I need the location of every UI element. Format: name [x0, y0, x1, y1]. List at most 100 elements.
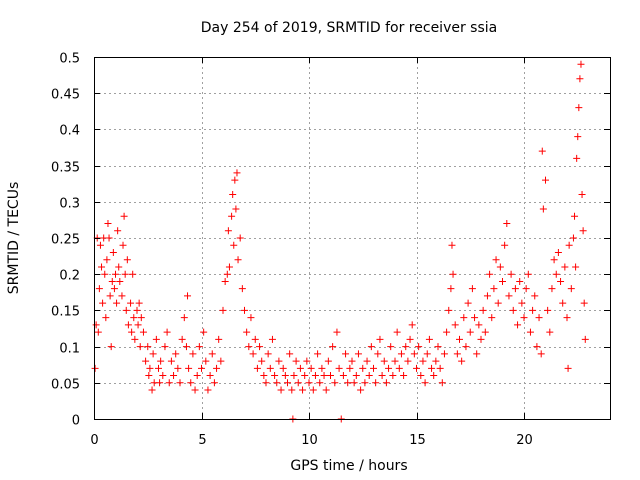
data-point — [243, 328, 251, 336]
data-point — [488, 314, 496, 322]
data-point — [119, 241, 127, 249]
data-point — [91, 364, 99, 372]
data-point — [146, 364, 154, 372]
data-point — [121, 270, 129, 278]
data-point — [376, 335, 384, 343]
data-point — [229, 191, 237, 199]
data-point — [266, 364, 274, 372]
data-point — [195, 343, 203, 351]
data-point — [170, 372, 178, 380]
data-point — [509, 306, 517, 314]
data-point — [95, 285, 103, 293]
data-point — [182, 343, 190, 351]
data-point — [581, 335, 589, 343]
data-point — [569, 234, 577, 242]
data-point — [130, 314, 138, 322]
data-point — [503, 220, 511, 228]
x-axis-title: GPS time / hours — [290, 458, 407, 474]
data-point — [114, 227, 122, 235]
data-point — [191, 386, 199, 394]
data-point — [271, 372, 279, 380]
data-point — [471, 314, 479, 322]
data-point — [127, 299, 135, 307]
data-point — [253, 364, 261, 372]
data-point — [99, 299, 107, 307]
data-point — [221, 277, 229, 285]
data-point — [184, 292, 192, 300]
data-point — [322, 386, 330, 394]
data-point — [223, 270, 231, 278]
data-point — [123, 256, 131, 264]
data-point — [425, 335, 433, 343]
data-point — [397, 350, 405, 358]
data-point — [142, 357, 150, 365]
data-point — [354, 350, 362, 358]
x-tick-label: 5 — [198, 433, 206, 448]
data-point — [496, 263, 504, 271]
data-point — [94, 328, 102, 336]
data-point — [577, 60, 585, 68]
data-point — [578, 191, 586, 199]
data-point — [115, 263, 123, 271]
data-point — [475, 321, 483, 329]
data-point — [428, 364, 436, 372]
data-point — [483, 292, 491, 300]
data-point — [206, 372, 214, 380]
data-point — [167, 357, 175, 365]
data-point — [262, 379, 270, 387]
data-point — [279, 364, 287, 372]
data-point — [389, 372, 397, 380]
data-point — [202, 357, 210, 365]
data-point — [494, 299, 502, 307]
data-point — [572, 263, 580, 271]
y-tick-label: 0.1 — [59, 342, 80, 357]
data-point — [479, 306, 487, 314]
data-point — [524, 270, 532, 278]
data-point — [393, 328, 401, 336]
data-point — [492, 256, 500, 264]
data-point — [438, 379, 446, 387]
data-point — [193, 372, 201, 380]
data-point — [432, 357, 440, 365]
data-point — [499, 277, 506, 285]
data-point — [571, 212, 579, 220]
data-point — [286, 350, 294, 358]
data-point — [447, 285, 455, 293]
data-point — [557, 277, 565, 285]
data-point — [537, 350, 545, 358]
data-point — [436, 364, 444, 372]
data-point — [256, 343, 264, 351]
data-point — [161, 343, 169, 351]
data-point — [238, 285, 246, 293]
data-point — [137, 314, 145, 322]
data-point — [382, 379, 390, 387]
data-point — [230, 241, 238, 249]
data-point — [124, 321, 132, 329]
data-point — [260, 372, 268, 380]
data-point — [268, 335, 276, 343]
data-point — [344, 379, 352, 387]
y-tick-labels: 0 0.05 0.1 0.15 0.2 0.25 0.3 0.35 0.4 0.45 0.5 — [51, 52, 80, 429]
data-point — [136, 343, 144, 351]
data-point — [387, 343, 395, 351]
data-point — [224, 227, 232, 235]
data-point — [131, 335, 139, 343]
data-point — [404, 357, 412, 365]
data-point — [458, 357, 466, 365]
data-point — [378, 372, 386, 380]
data-point — [507, 270, 515, 278]
data-point — [574, 133, 582, 141]
data-point — [296, 364, 304, 372]
data-point — [189, 350, 197, 358]
data-point — [101, 270, 109, 278]
data-point — [546, 328, 554, 336]
data-point — [129, 270, 137, 278]
data-point — [156, 379, 164, 387]
data-point — [535, 314, 543, 322]
data-point — [385, 364, 393, 372]
data-point — [314, 350, 322, 358]
data-point — [445, 306, 453, 314]
data-point — [565, 241, 573, 249]
data-point — [580, 299, 588, 307]
